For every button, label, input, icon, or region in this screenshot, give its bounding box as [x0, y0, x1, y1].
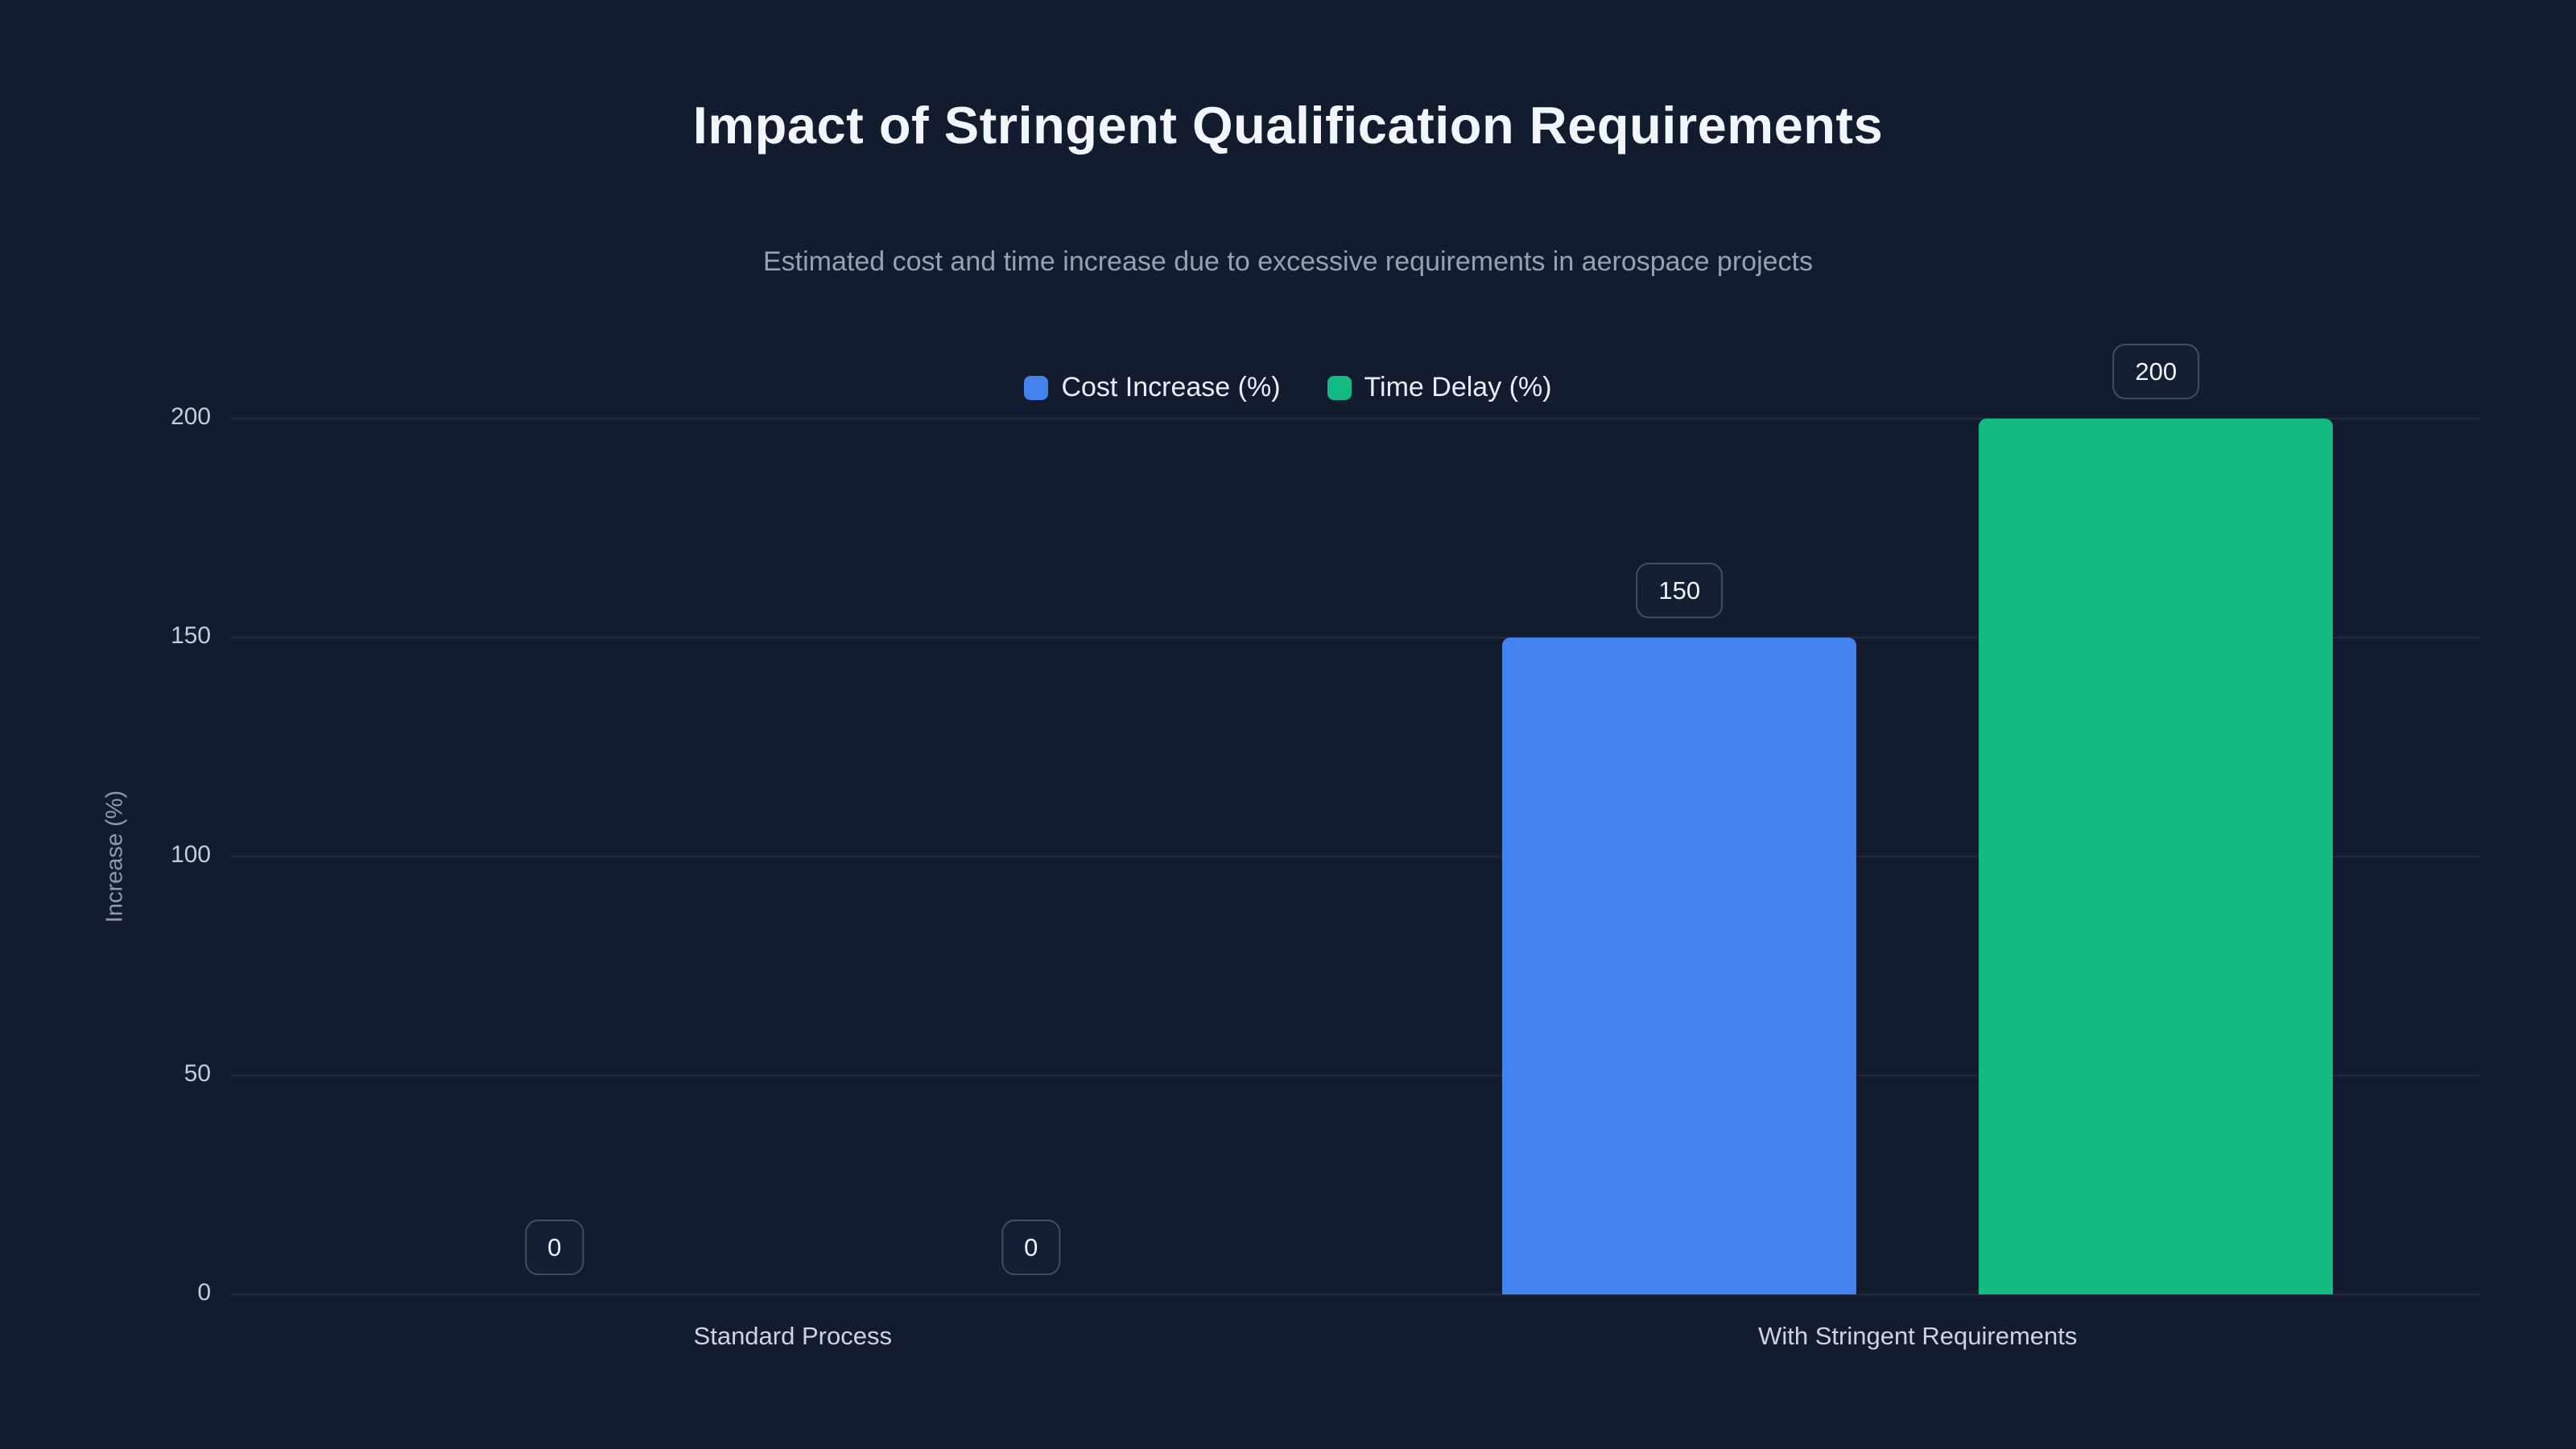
y-tick-label: 150 — [170, 622, 211, 649]
y-tick-label: 0 — [197, 1279, 211, 1306]
legend-item-time-delay[interactable]: Time Delay (%) — [1327, 372, 1552, 403]
gridline-100 — [230, 856, 2480, 857]
legend: Cost Increase (%) Time Delay (%) — [0, 372, 2576, 403]
gridline-150 — [230, 637, 2480, 638]
gridline-200 — [230, 418, 2480, 419]
value-label: 0 — [525, 1220, 584, 1275]
chart-title: Impact of Stringent Qualification Requir… — [692, 96, 1884, 155]
y-tick-label: 200 — [170, 403, 211, 430]
legend-swatch — [1327, 375, 1352, 400]
gridline-50 — [230, 1075, 2480, 1076]
bar-time-delay-with-stringent-requirements[interactable] — [1979, 419, 2334, 1294]
category-label: Standard Process — [693, 1322, 892, 1350]
gridline-0 — [230, 1294, 2480, 1295]
legend-label: Time Delay (%) — [1364, 372, 1552, 402]
bar-cost-increase-with-stringent-requirements[interactable] — [1502, 638, 1857, 1294]
value-label: 200 — [2112, 344, 2200, 399]
legend-item-cost-increase[interactable]: Cost Increase (%) — [1024, 372, 1281, 403]
value-label: 0 — [1001, 1220, 1061, 1275]
legend-label: Cost Increase (%) — [1061, 372, 1281, 402]
category-label: With Stringent Requirements — [1758, 1322, 2078, 1350]
value-label: 150 — [1636, 563, 1724, 618]
chart-subtitle: Estimated cost and time increase due to … — [763, 246, 1813, 277]
legend-swatch — [1024, 375, 1049, 400]
y-tick-label: 100 — [170, 841, 211, 868]
y-tick-label: 50 — [184, 1060, 211, 1087]
